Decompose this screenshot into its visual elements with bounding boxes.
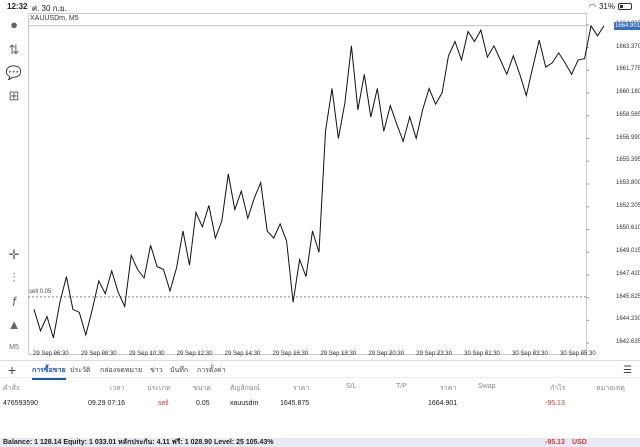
col-comment: หมายเหตุ bbox=[596, 385, 625, 392]
price-tick-label: 1649.015 bbox=[616, 248, 640, 255]
time-tick-label: 29 Sep 08:30 bbox=[80, 351, 117, 357]
symbol-label: XAUUSDm, M5 bbox=[30, 15, 79, 22]
time-tick-label: 29 Sep 20:30 bbox=[368, 351, 405, 357]
col-size: ขนาด bbox=[193, 385, 212, 392]
col-type: ประเภท bbox=[147, 385, 171, 392]
menu-icon[interactable]: ☰ bbox=[623, 365, 632, 376]
tab-history[interactable]: ประวัติ bbox=[70, 367, 91, 374]
indicators-icon[interactable]: ⫶ bbox=[12, 270, 16, 285]
table-row[interactable]: 476593590 09.29 07:16 sell 0.05 xauusdm … bbox=[0, 397, 640, 411]
chart-canvas[interactable] bbox=[28, 13, 640, 356]
price-tick-label: 1644.230 bbox=[616, 316, 640, 323]
col-tp: T/P bbox=[396, 383, 407, 390]
wifi-icon: ◠ bbox=[589, 2, 596, 11]
col-time: เวลา bbox=[110, 385, 125, 392]
function-icon[interactable]: f bbox=[12, 293, 16, 309]
time-tick-label: 29 Sep 06:30 bbox=[33, 351, 69, 357]
order-type: sell bbox=[158, 400, 169, 407]
tab-journal[interactable]: บันทึก bbox=[170, 367, 189, 374]
price-tick-label: 1642.635 bbox=[616, 339, 640, 346]
price-tick-label: 1645.825 bbox=[616, 293, 640, 300]
date: ศ. 30 ก.ย. bbox=[32, 4, 67, 13]
order-symbol: xauusdm bbox=[230, 400, 259, 407]
time-tick-label: 30 Sep 03:30 bbox=[512, 351, 548, 357]
col-sl: S/L bbox=[346, 383, 357, 390]
price-chart[interactable]: XAUUSDm, M5 1664.9651663.3701661.7751660… bbox=[28, 13, 640, 357]
price-tick-label: 1653.800 bbox=[616, 180, 640, 186]
tab-trade[interactable]: การซื้อขาย bbox=[32, 367, 66, 380]
tab-news[interactable]: ข่าว bbox=[150, 367, 163, 374]
order-open-price: 1645.875 bbox=[280, 400, 310, 407]
order-current-price: 1664.901 bbox=[428, 400, 458, 407]
total-profit: -95.13 bbox=[545, 439, 565, 446]
balance-bar: Balance: 1 128.14 Equity: 1 033.01 หลักป… bbox=[0, 438, 640, 447]
current-price-box: 1664.901 bbox=[614, 21, 640, 30]
order-time: 09.29 07:16 bbox=[88, 400, 125, 407]
time-tick-label: 29 Sep 18:30 bbox=[320, 351, 357, 357]
time-tick-label: 29 Sep 23:30 bbox=[416, 351, 452, 357]
chat-icon[interactable]: 💬 bbox=[5, 65, 23, 80]
table-header: คำสั่ง เวลา ประเภท ขนาด สัญลักษณ์ ราคา S… bbox=[0, 380, 640, 394]
position-line-label[interactable]: sell 0.05 bbox=[29, 288, 52, 295]
price-tick-label: 1652.205 bbox=[616, 202, 640, 209]
price-tick-label: 1663.370 bbox=[616, 43, 640, 50]
status-right: ◠ 31% bbox=[589, 2, 632, 11]
col-order: คำสั่ง bbox=[3, 385, 20, 392]
col-profit: กำไร bbox=[550, 385, 566, 392]
terminal-tabs: + การซื้อขาย ประวัติ กล่องจดหมาย ข่าว บั… bbox=[0, 360, 640, 380]
account-icon[interactable]: ● bbox=[10, 16, 18, 32]
price-tick-label: 1656.990 bbox=[616, 134, 640, 141]
price-tick-label: 1647.420 bbox=[616, 270, 640, 277]
order-size: 0.05 bbox=[196, 400, 210, 407]
clock: 12:32 bbox=[7, 2, 28, 11]
price-tick-label: 1660.180 bbox=[616, 89, 640, 96]
time-tick-label: 29 Sep 12:30 bbox=[176, 351, 213, 357]
crosshair-icon[interactable]: ✛ bbox=[8, 247, 20, 262]
price-tick-label: 1658.585 bbox=[616, 111, 640, 118]
price-series-line bbox=[33, 24, 605, 339]
add-icon[interactable]: + bbox=[8, 362, 17, 378]
col-price: ราคา bbox=[293, 385, 310, 392]
col-current-price: ราคา bbox=[440, 385, 457, 392]
col-symbol: สัญลักษณ์ bbox=[230, 385, 260, 392]
order-profit: -95.13 bbox=[545, 400, 565, 407]
time-tick-label: 29 Sep 16:30 bbox=[272, 351, 309, 357]
battery-fill bbox=[620, 5, 623, 8]
trade-icon[interactable]: ⇅ bbox=[8, 42, 20, 57]
battery-percent: 31% bbox=[598, 2, 615, 11]
time-tick-label: 30 Sep 05:30 bbox=[560, 351, 596, 357]
timeframe-button[interactable]: M5 bbox=[9, 343, 19, 351]
balance-text: Balance: 1 128.14 Equity: 1 033.01 หลักป… bbox=[3, 439, 274, 446]
tab-mailbox[interactable]: กล่องจดหมาย bbox=[100, 367, 143, 374]
objects-icon[interactable]: ▲ bbox=[7, 316, 21, 332]
profit-currency: USD bbox=[572, 439, 587, 446]
time-tick-label: 29 Sep 10:30 bbox=[128, 351, 165, 357]
status-bar: 12:32 ศ. 30 ก.ย. ◠ 31% bbox=[0, 0, 640, 13]
left-toolbar: ● ⇅ 💬 ⊞ ✛ ⫶ f ▲ M5 bbox=[0, 13, 28, 356]
col-swap: Swap bbox=[478, 383, 496, 390]
price-tick-label: 1655.395 bbox=[616, 157, 640, 164]
new-document-icon[interactable]: ⊞ bbox=[8, 88, 20, 103]
time-tick-label: 30 Sep 01:30 bbox=[464, 351, 500, 357]
time-tick-label: 29 Sep 14:30 bbox=[224, 351, 261, 357]
battery-icon bbox=[618, 3, 632, 10]
order-ticket: 476593590 bbox=[3, 400, 39, 407]
price-tick-label: 1650.610 bbox=[616, 225, 640, 232]
price-tick-label: 1661.775 bbox=[616, 66, 640, 73]
tab-settings[interactable]: การตั้งค่า bbox=[197, 367, 226, 374]
